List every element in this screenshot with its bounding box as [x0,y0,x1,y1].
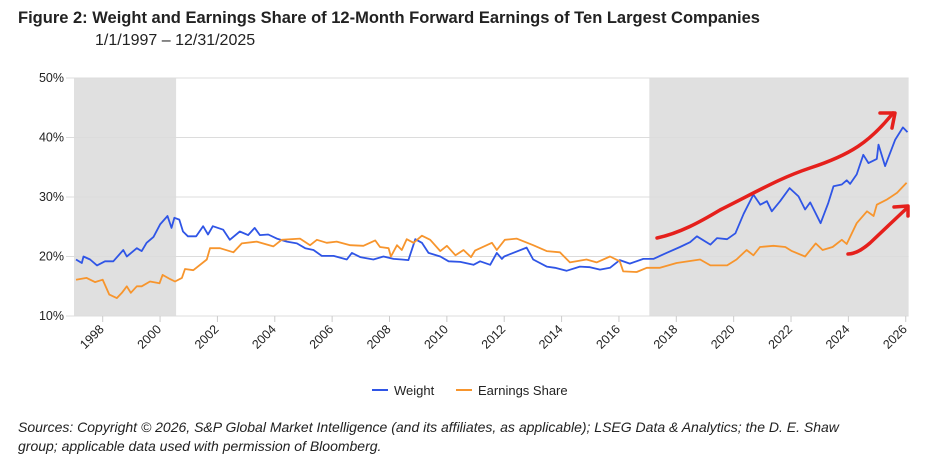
x-tick-label: 2002 [192,322,222,352]
chart-title: Figure 2: Weight and Earnings Share of 1… [18,9,760,27]
x-tick-label: 2010 [421,322,451,352]
y-tick-label: 20% [39,250,64,264]
series-line-earnings-share [75,182,908,299]
chart-subtitle: 1/1/1997 – 12/31/2025 [95,32,255,49]
legend-earnings-label: Earnings Share [478,383,568,398]
y-tick-label: 50% [39,71,64,85]
x-tick-label: 2012 [479,322,509,352]
gridlines [66,77,909,317]
weight-trend-arrowhead [878,111,897,130]
earnings-trend-arrowhead [892,204,910,218]
x-tick-label: 2024 [823,322,853,352]
x-tick-label: 2006 [307,322,337,352]
legend-weight-label: Weight [394,383,435,398]
x-axis: 1998 2000 2002 2004 2006 2008 2010 2012 2014 2016… [77,316,910,352]
source-note-line1: Sources: Copyright © 2026, S&P Global Ma… [18,419,840,435]
legend: Weight Earnings Share [372,383,568,398]
x-tick-label: 2018 [651,322,681,352]
x-tick-label: 2022 [766,322,796,352]
x-tick-label: 2008 [364,322,394,352]
source-note-line2: group; applicable data used with permiss… [18,438,381,454]
x-tick-label: 2000 [135,322,165,352]
weight-trend-arrow [655,111,895,240]
y-tick-label: 30% [39,190,64,204]
y-tick-label: 10% [39,309,64,323]
earnings-trend-arrow [846,206,909,256]
x-tick-label: 2004 [249,322,279,352]
trend-annotations [655,111,910,256]
x-tick-label: 1998 [77,322,107,352]
y-tick-label: 40% [39,131,64,145]
x-tick-label: 2020 [708,322,738,352]
series-lines [75,126,909,299]
x-tick-label: 2014 [536,322,566,352]
series-line-weight [75,126,909,272]
x-tick-label: 2026 [880,322,910,352]
y-axis: 10% 20% 30% 40% 50% [39,71,64,323]
x-tick-label: 2016 [593,322,623,352]
